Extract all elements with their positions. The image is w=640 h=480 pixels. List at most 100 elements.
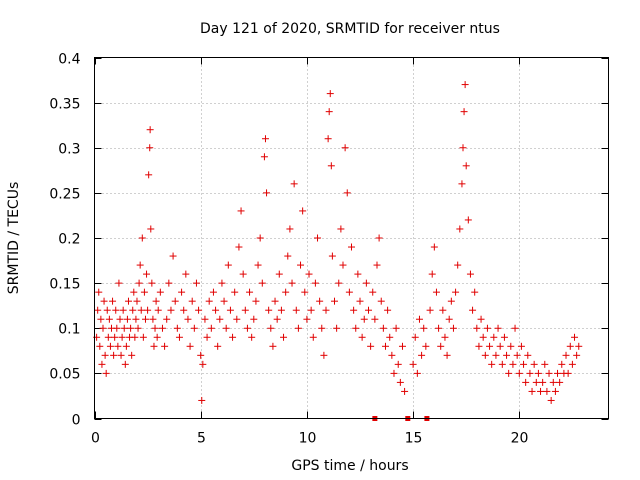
- data-point: [390, 369, 398, 377]
- data-point: [454, 261, 462, 269]
- data-point: [158, 324, 166, 332]
- data-point: [473, 324, 481, 332]
- data-point: [575, 342, 583, 350]
- data-point: [316, 297, 324, 305]
- data-point: [106, 342, 114, 350]
- data-point: [509, 360, 517, 368]
- data-point: [115, 279, 123, 287]
- data-point: [534, 369, 542, 377]
- data-point: [250, 315, 258, 323]
- data-point: [396, 378, 404, 386]
- data-point: [133, 297, 141, 305]
- data-point: [411, 333, 419, 341]
- data-point: [373, 261, 381, 269]
- data-point: [121, 360, 129, 368]
- data-point: [95, 288, 103, 296]
- data-point: [184, 315, 192, 323]
- data-point: [112, 306, 120, 314]
- data-point: [520, 360, 528, 368]
- data-point: [109, 297, 117, 305]
- data-point: [188, 297, 196, 305]
- data-point: [288, 279, 296, 287]
- data-point: [275, 270, 283, 278]
- data-point: [144, 306, 152, 314]
- data-point: [398, 342, 406, 350]
- data-point: [156, 288, 164, 296]
- data-point: [311, 279, 319, 287]
- data-point: [517, 342, 525, 350]
- data-point: [554, 369, 562, 377]
- data-point: [461, 81, 469, 89]
- data-point: [479, 333, 487, 341]
- data-point: [384, 306, 392, 314]
- data-point: [386, 333, 394, 341]
- grid: [94, 57, 609, 419]
- data-point: [149, 315, 157, 323]
- data-point: [524, 351, 532, 359]
- y-tick-label: 0.1: [58, 322, 80, 338]
- data-point: [180, 306, 188, 314]
- data-point: [328, 252, 336, 260]
- data-point: [432, 288, 440, 296]
- data-point: [348, 243, 355, 251]
- data-point: [269, 342, 277, 350]
- x-tick-label: 20: [511, 431, 529, 447]
- data-point: [153, 333, 161, 341]
- data-point: [358, 333, 366, 341]
- y-tick-label: 0.05: [49, 367, 80, 383]
- data-point: [252, 297, 260, 305]
- x-tick-label: 15: [405, 431, 423, 447]
- data-point: [459, 144, 467, 152]
- data-point: [367, 342, 375, 350]
- data-point: [337, 225, 345, 233]
- data-point: [203, 333, 211, 341]
- data-point: [488, 360, 496, 368]
- data-point: [122, 342, 130, 350]
- chart-title: Day 121 of 2020, SRMTID for receiver ntu…: [200, 21, 500, 37]
- data-point: [105, 315, 113, 323]
- data-point: [418, 351, 426, 359]
- data-point: [258, 279, 266, 287]
- x-axis-title: GPS time / hours: [291, 458, 408, 474]
- data-point: [356, 297, 364, 305]
- data-point: [526, 369, 534, 377]
- data-point: [145, 171, 153, 179]
- data-point: [352, 324, 360, 332]
- data-point: [192, 279, 200, 287]
- data-point: [566, 342, 574, 350]
- data-point: [415, 315, 423, 323]
- data-point: [556, 378, 564, 386]
- y-tick-label: 0.15: [49, 277, 80, 293]
- data-point: [256, 234, 264, 242]
- data-point: [452, 288, 460, 296]
- data-point: [104, 333, 112, 341]
- data-point: [214, 342, 222, 350]
- data-point: [532, 378, 540, 386]
- data-point: [100, 297, 108, 305]
- y-tick-label: 0.3: [58, 142, 80, 158]
- data-point: [111, 333, 119, 341]
- data-point: [199, 360, 207, 368]
- data-point: [124, 297, 132, 305]
- data-point: [290, 180, 298, 188]
- data-point: [161, 342, 169, 350]
- data-point: [119, 306, 127, 314]
- data-point: [500, 333, 508, 341]
- data-point: [539, 378, 547, 386]
- data-point: [443, 351, 451, 359]
- data-point: [173, 324, 181, 332]
- data-point: [483, 324, 491, 332]
- data-point: [326, 90, 334, 98]
- data-point: [428, 270, 436, 278]
- data-point: [146, 126, 154, 134]
- data-point: [320, 351, 328, 359]
- data-point: [426, 306, 434, 314]
- data-point: [114, 342, 122, 350]
- data-point: [430, 243, 438, 251]
- data-point: [129, 306, 137, 314]
- data-point: [492, 351, 500, 359]
- data-point: [481, 351, 489, 359]
- data-point: [216, 315, 224, 323]
- data-point: [120, 324, 128, 332]
